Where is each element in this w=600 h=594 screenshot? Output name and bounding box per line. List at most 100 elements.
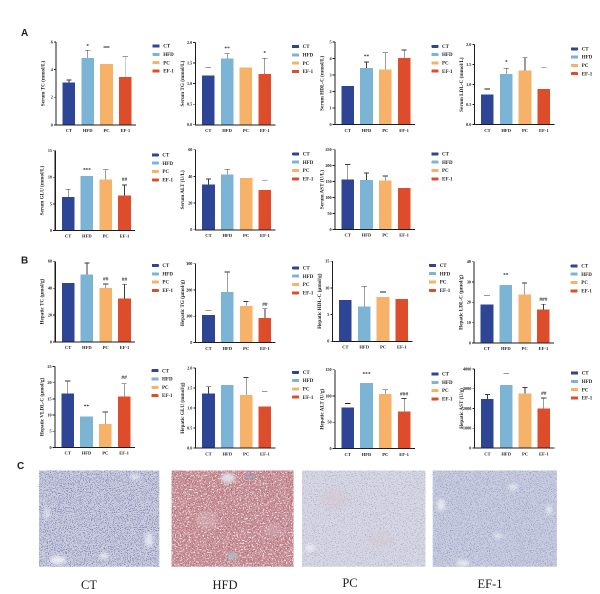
svg-text:60: 60: [48, 259, 52, 264]
svg-text:200: 200: [325, 163, 331, 168]
svg-text:***: ***: [83, 168, 91, 174]
svg-text:PC: PC: [162, 170, 169, 175]
svg-text:HFD: HFD: [362, 452, 372, 457]
svg-text:CT: CT: [442, 153, 450, 158]
svg-text:EF-1: EF-1: [399, 128, 409, 133]
svg-text:HFD: HFD: [83, 128, 93, 133]
svg-text:CT: CT: [303, 153, 311, 158]
svg-text:PC: PC: [162, 386, 169, 391]
svg-text:20: 20: [188, 201, 192, 206]
svg-text:HFD: HFD: [582, 56, 593, 61]
svg-text:HFD: HFD: [82, 234, 92, 239]
svg-text:PC: PC: [303, 62, 310, 67]
svg-text:EF-1: EF-1: [397, 345, 407, 350]
svg-text:60: 60: [188, 147, 192, 152]
svg-text:1.0: 1.0: [187, 81, 192, 86]
svg-text:EF-1: EF-1: [539, 128, 549, 133]
svg-text:0: 0: [50, 339, 52, 344]
svg-text:HFD: HFD: [303, 54, 314, 59]
svg-text:2.0: 2.0: [187, 366, 192, 371]
svg-text:15: 15: [325, 259, 329, 264]
svg-text:EF-1: EF-1: [162, 289, 173, 294]
svg-text:1.5: 1.5: [466, 62, 471, 67]
svg-text:30: 30: [467, 279, 471, 284]
svg-text:Hepatic VLDL-C (μmol/g): Hepatic VLDL-C (μmol/g): [38, 378, 45, 437]
svg-text:0: 0: [469, 446, 471, 451]
svg-text:0.5: 0.5: [187, 426, 192, 431]
svg-text:5: 5: [50, 429, 52, 434]
svg-text:EF-1: EF-1: [582, 72, 593, 77]
svg-text:CT: CT: [303, 45, 311, 50]
svg-text:Serum GLU (mmol/L): Serum GLU (mmol/L): [39, 166, 46, 216]
svg-text:Hepatic TG (μmol/g): Hepatic TG (μmol/g): [179, 280, 186, 326]
svg-text:HFD: HFD: [162, 378, 173, 383]
svg-text:40: 40: [188, 174, 192, 179]
svg-text:EF-1: EF-1: [260, 128, 270, 133]
svg-text:CT: CT: [162, 369, 170, 374]
svg-text:EF-1: EF-1: [442, 398, 453, 403]
svg-text:CT: CT: [205, 128, 211, 133]
svg-text:0: 0: [330, 227, 332, 232]
svg-text:PC: PC: [380, 345, 386, 350]
svg-text:5: 5: [50, 201, 52, 206]
svg-text:HFD: HFD: [359, 345, 369, 350]
svg-text:4000: 4000: [463, 366, 471, 371]
svg-text:##: ##: [122, 277, 128, 283]
svg-text:5: 5: [330, 40, 332, 45]
svg-text:HFD: HFD: [362, 233, 372, 238]
svg-text:5: 5: [327, 312, 329, 317]
svg-text:HFD: HFD: [501, 346, 511, 351]
svg-text:Hepatic AST (U/g): Hepatic AST (U/g): [458, 388, 465, 429]
svg-text:CT: CT: [345, 233, 351, 238]
svg-text:##: ##: [103, 277, 109, 283]
svg-text:CT: CT: [345, 128, 351, 133]
svg-text:HFD: HFD: [162, 272, 173, 277]
svg-text:1: 1: [330, 106, 332, 111]
svg-text:HFD: HFD: [442, 161, 453, 166]
svg-text:EF-1: EF-1: [303, 177, 314, 182]
svg-text:250: 250: [325, 147, 331, 152]
svg-text:##: ##: [122, 177, 128, 183]
svg-text:HFD: HFD: [303, 275, 314, 280]
svg-text:HFD: HFD: [582, 380, 593, 385]
svg-text:CT: CT: [484, 451, 490, 456]
svg-text:HFD: HFD: [501, 128, 511, 133]
svg-text:CT: CT: [442, 45, 450, 50]
svg-text:PC: PC: [103, 128, 109, 133]
svg-text:CT: CT: [440, 264, 448, 269]
svg-text:PC: PC: [442, 62, 449, 67]
svg-text:0: 0: [190, 227, 192, 232]
svg-text:PC: PC: [382, 128, 388, 133]
svg-text:**: **: [224, 46, 230, 52]
svg-text:50: 50: [327, 211, 331, 216]
svg-text:10: 10: [467, 320, 471, 325]
svg-text:Serum HDL-C (mmol/L): Serum HDL-C (mmol/L): [318, 56, 325, 111]
svg-text:3: 3: [330, 73, 332, 78]
svg-text:###: ###: [400, 392, 408, 398]
svg-text:2.0: 2.0: [466, 42, 471, 47]
svg-text:EF-1: EF-1: [162, 178, 173, 183]
svg-text:PC: PC: [102, 451, 108, 456]
svg-text:HFD: HFD: [442, 381, 453, 386]
svg-text:HFD: HFD: [222, 346, 232, 351]
svg-text:EF-1: EF-1: [303, 396, 314, 401]
svg-text:Serum LDL-C (mmol/L): Serum LDL-C (mmol/L): [458, 57, 465, 112]
svg-text:0: 0: [51, 122, 53, 127]
svg-text:Hepatic HDL-C (μmol/g): Hepatic HDL-C (μmol/g): [316, 273, 323, 329]
svg-text:CT: CT: [81, 578, 97, 592]
svg-text:HFD: HFD: [82, 451, 92, 456]
svg-text:HFD: HFD: [222, 451, 232, 456]
svg-text:EF-1: EF-1: [120, 128, 130, 133]
svg-text:CT: CT: [484, 346, 490, 351]
svg-text:150: 150: [325, 367, 331, 372]
svg-text:EF-1: EF-1: [120, 345, 130, 350]
svg-text:15: 15: [48, 148, 52, 153]
svg-text:PC: PC: [103, 345, 109, 350]
svg-text:Serum ALT (U/L): Serum ALT (U/L): [179, 170, 186, 209]
svg-text:EF-1: EF-1: [260, 451, 270, 456]
svg-text:***: ***: [362, 372, 370, 378]
svg-text:HFD: HFD: [303, 379, 314, 384]
svg-text:PC: PC: [243, 233, 249, 238]
svg-text:PC: PC: [522, 451, 528, 456]
svg-text:50: 50: [327, 420, 331, 425]
